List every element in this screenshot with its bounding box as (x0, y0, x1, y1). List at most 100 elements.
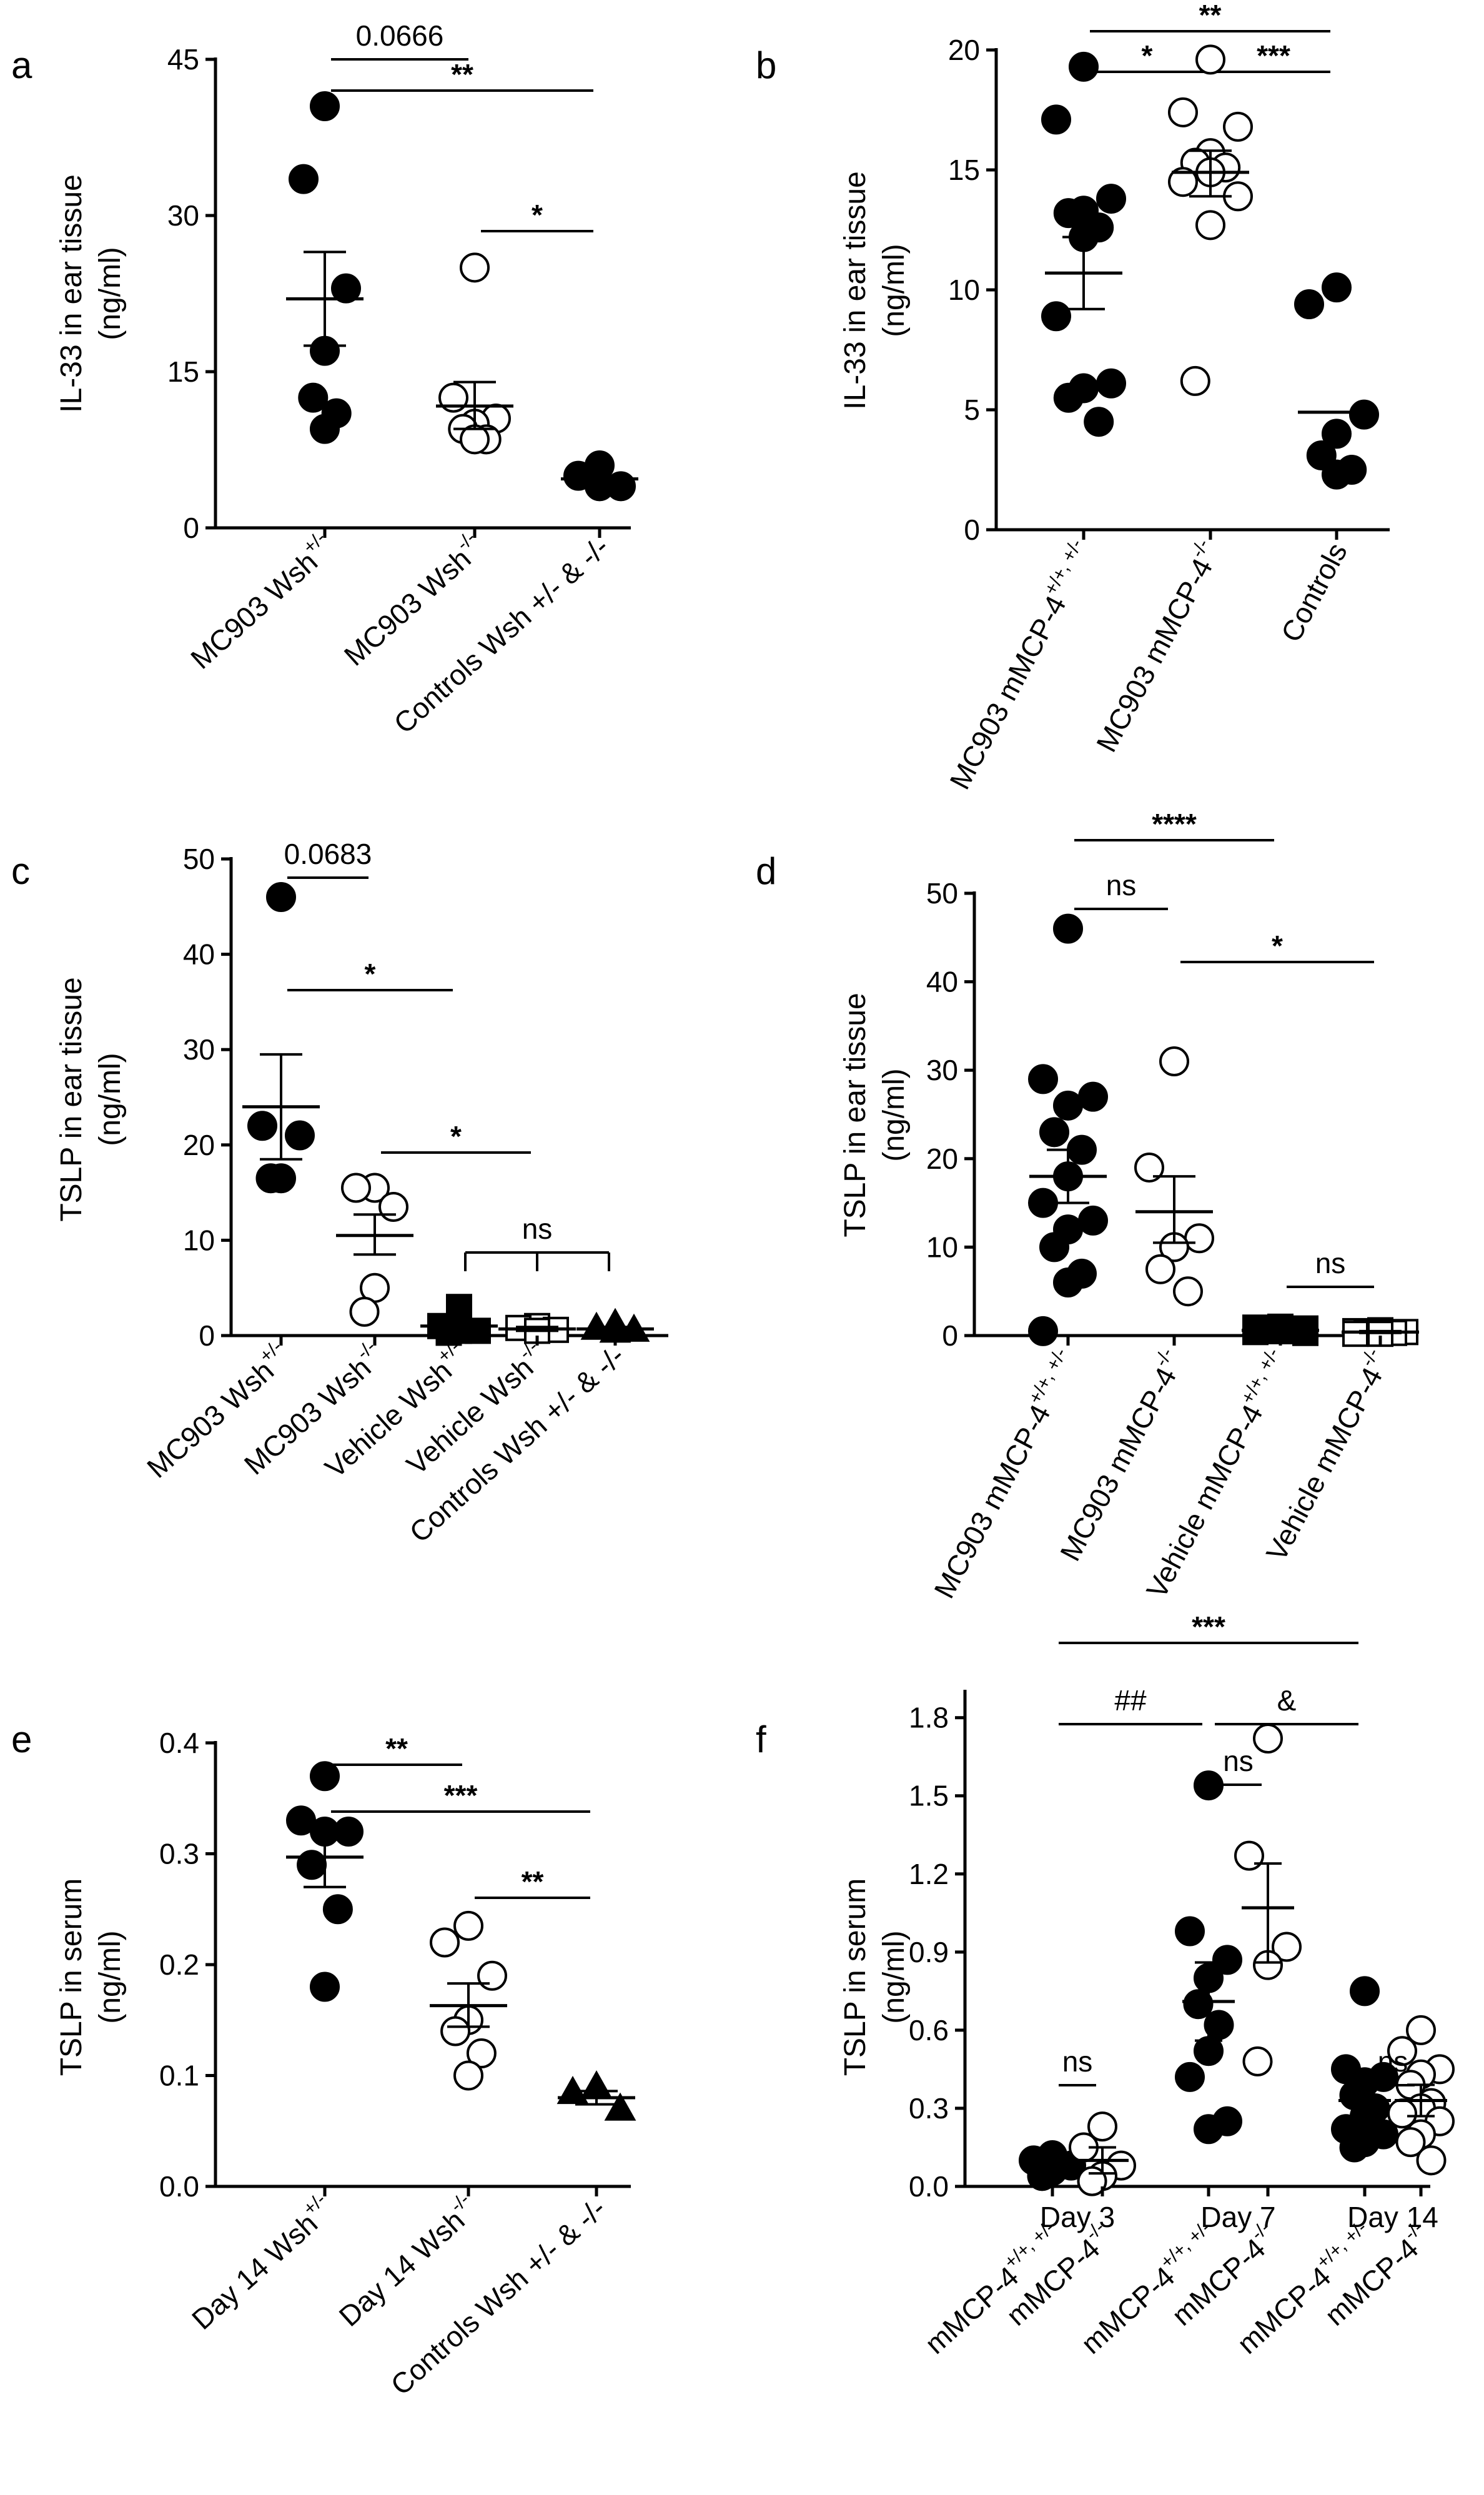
y-tick-label: 0 (964, 513, 980, 546)
data-group (336, 1173, 413, 1327)
data-group (430, 1910, 507, 2091)
data-point (1294, 289, 1324, 320)
significance-label: ns (1223, 1745, 1254, 1777)
significance-label: ** (451, 58, 473, 91)
y-axis-label: TSLP in ear tissue (ng/ml) (839, 993, 911, 1237)
data-group (556, 2070, 636, 2121)
data-point (1145, 1254, 1175, 1284)
y-tick-label: 10 (948, 274, 980, 306)
data-point (1395, 2127, 1426, 2158)
chart-panel-e: e 0.0 0.1 0.2 0.3 0.4 TSLP in serum (ng/ml) Day … (11, 1719, 636, 2401)
data-point (1039, 1117, 1069, 1148)
y-tick-label: 40 (926, 966, 958, 998)
y-axis-label: TSLP in ear tissue (ng/ml) (55, 977, 127, 1221)
data-group (436, 252, 513, 455)
data-point (341, 1173, 371, 1203)
data-point (1159, 1046, 1189, 1077)
chart-panel-f: f 0.0 0.3 0.6 0.9 1.2 1.5 1.8 TSLP in serum (ng/m… (756, 1610, 1455, 2360)
data-point (1416, 2145, 1447, 2176)
significance-label: *** (1257, 39, 1290, 72)
significance-label: *** (444, 1779, 478, 1812)
data-group (286, 1761, 364, 2002)
data-group (1175, 1770, 1242, 2145)
panel-label: b (756, 44, 776, 86)
data-point (453, 1910, 483, 1941)
data-point (1350, 1976, 1380, 2006)
y-tick-label: 20 (926, 1143, 958, 1175)
data-point (310, 1761, 340, 1792)
panel-label: c (11, 850, 30, 892)
y-tick-label: 0 (199, 1319, 215, 1352)
y-tick-label: 0.4 (159, 1727, 199, 1759)
y-tick-label: 0.6 (909, 2014, 949, 2046)
category-label: Controls (1274, 537, 1353, 647)
significance-label: * (532, 199, 543, 231)
data-point (297, 1850, 327, 1880)
y-tick-label: 30 (926, 1054, 958, 1086)
category-label: mMCP-4-/- (1316, 2217, 1438, 2331)
significance-label: * (450, 1120, 462, 1153)
data-point (477, 1960, 507, 1991)
panel-label: f (756, 1719, 766, 1760)
data-point (1339, 2132, 1370, 2163)
y-tick-label: 0.2 (159, 1948, 199, 1981)
data-group (286, 91, 364, 444)
y-tick-label: 10 (183, 1224, 215, 1256)
data-point (1028, 1316, 1058, 1346)
significance-label: 0.0666 (356, 19, 444, 52)
data-point (1195, 44, 1225, 75)
data-point (1175, 1916, 1205, 1947)
category-label: MC903 Wsh+/- (182, 527, 340, 675)
data-point (289, 164, 319, 194)
data-point (1134, 1152, 1164, 1183)
significance-label: * (1272, 930, 1283, 962)
category-label: MC903 mMCP-4-/- (1087, 535, 1227, 757)
significance-label: *** (1192, 1610, 1225, 1643)
significance-label: ns (1106, 869, 1137, 901)
data-group (576, 1307, 654, 1343)
data-point (1028, 1064, 1058, 1094)
y-tick-label: 0 (183, 512, 199, 544)
day-label: Day 7 (1200, 2201, 1275, 2233)
data-group (1028, 913, 1108, 1346)
data-group (1069, 2111, 1136, 2196)
y-tick-label: 15 (167, 355, 199, 388)
data-point (1292, 1319, 1318, 1346)
data-point (1053, 198, 1084, 229)
y-tick-label: 1.5 (909, 1780, 949, 1812)
data-point (1223, 111, 1253, 142)
y-axis-label: TSLP in serum (ng/ml) (839, 1878, 911, 2076)
data-point (255, 1163, 286, 1194)
chart-panel-a: a 0 15 30 45 IL-33 in ear tissue (ng/ml) MC903 … (11, 19, 638, 740)
y-tick-label: 50 (183, 843, 215, 875)
chart-panel-b: b 0 5 10 15 20 IL-33 in ear tissue (ng/ml) MC903… (756, 0, 1390, 795)
data-point (440, 2016, 471, 2046)
data-point (1087, 2111, 1117, 2142)
data-point (310, 414, 340, 444)
y-tick-label: 1.8 (909, 1702, 949, 1734)
data-group (1331, 1976, 1398, 2163)
significance-label: ** (385, 1732, 408, 1765)
y-tick-label: 0.0 (159, 2170, 199, 2203)
data-point (1195, 210, 1225, 241)
data-group (1242, 1313, 1319, 1346)
data-point (1184, 1223, 1214, 1254)
data-point (466, 2038, 497, 2068)
data-point (310, 91, 340, 121)
data-point (1322, 419, 1352, 449)
significance-label: **** (1152, 808, 1197, 840)
data-point (1234, 1840, 1264, 1871)
data-point (1204, 2010, 1234, 2040)
category-label: MC903 mMCP-4+/+, +/- (940, 535, 1101, 794)
y-tick-label: 45 (167, 43, 199, 76)
data-point (331, 273, 361, 304)
y-tick-label: 10 (926, 1231, 958, 1263)
data-group (1168, 44, 1253, 396)
significance-label: ** (1199, 0, 1222, 31)
data-point (310, 1972, 340, 2002)
data-point (430, 1927, 460, 1958)
y-tick-label: 30 (167, 199, 199, 232)
data-point (1194, 2114, 1224, 2145)
category-label: Vehicle Wsh+/- (316, 1336, 475, 1484)
